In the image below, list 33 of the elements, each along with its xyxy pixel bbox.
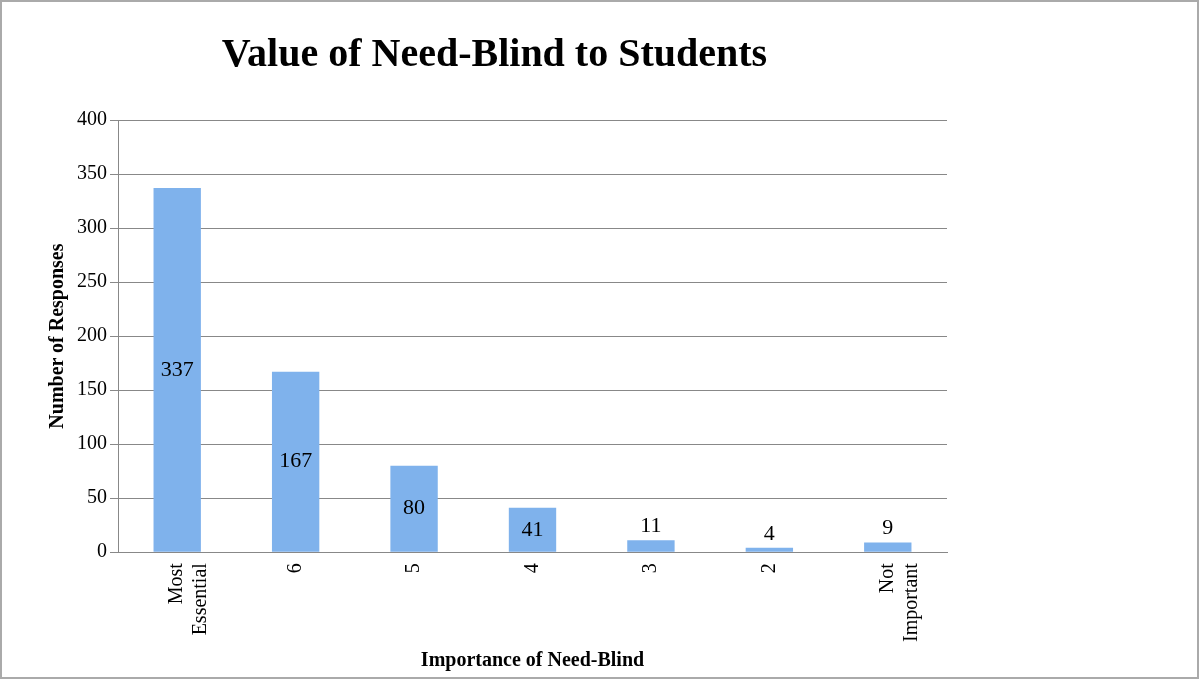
chart-title: Value of Need-Blind to Students <box>221 30 768 76</box>
data-label: 11 <box>640 512 662 538</box>
bar <box>627 540 675 552</box>
x-tick-label: 4 <box>519 563 542 574</box>
x-tick-label: 6 <box>282 563 305 574</box>
y-tick-label: 100 <box>77 431 107 454</box>
y-tick-label: 400 <box>77 107 107 130</box>
x-tick-label: 2 <box>756 563 779 574</box>
bar <box>390 465 438 552</box>
x-tick-label: Not Important <box>875 562 923 643</box>
data-label: 80 <box>403 494 426 520</box>
y-tick-label: 150 <box>77 377 107 400</box>
y-tick-label: 0 <box>97 539 107 562</box>
bar <box>864 542 912 552</box>
y-tick-label: 250 <box>77 269 107 292</box>
y-tick-label: 300 <box>77 215 107 238</box>
data-label: 41 <box>521 515 544 541</box>
x-axis-title: Importance of Need-Blind <box>420 648 645 672</box>
x-tick-label: 5 <box>401 563 424 574</box>
x-tick-label: 3 <box>638 563 661 574</box>
y-tick-label: 350 <box>77 161 107 184</box>
y-axis-title: Number of Responses <box>45 243 69 429</box>
data-label: 167 <box>279 447 313 473</box>
y-tick-label: 50 <box>87 485 107 508</box>
y-tick-label: 200 <box>77 323 107 346</box>
bar <box>271 371 320 552</box>
data-label: 9 <box>882 514 894 540</box>
data-label: 337 <box>160 355 194 381</box>
bar <box>153 188 201 552</box>
bar <box>745 547 794 552</box>
x-tick-label: Most Essential <box>164 562 211 636</box>
bar <box>508 507 557 552</box>
data-label: 4 <box>763 519 775 545</box>
